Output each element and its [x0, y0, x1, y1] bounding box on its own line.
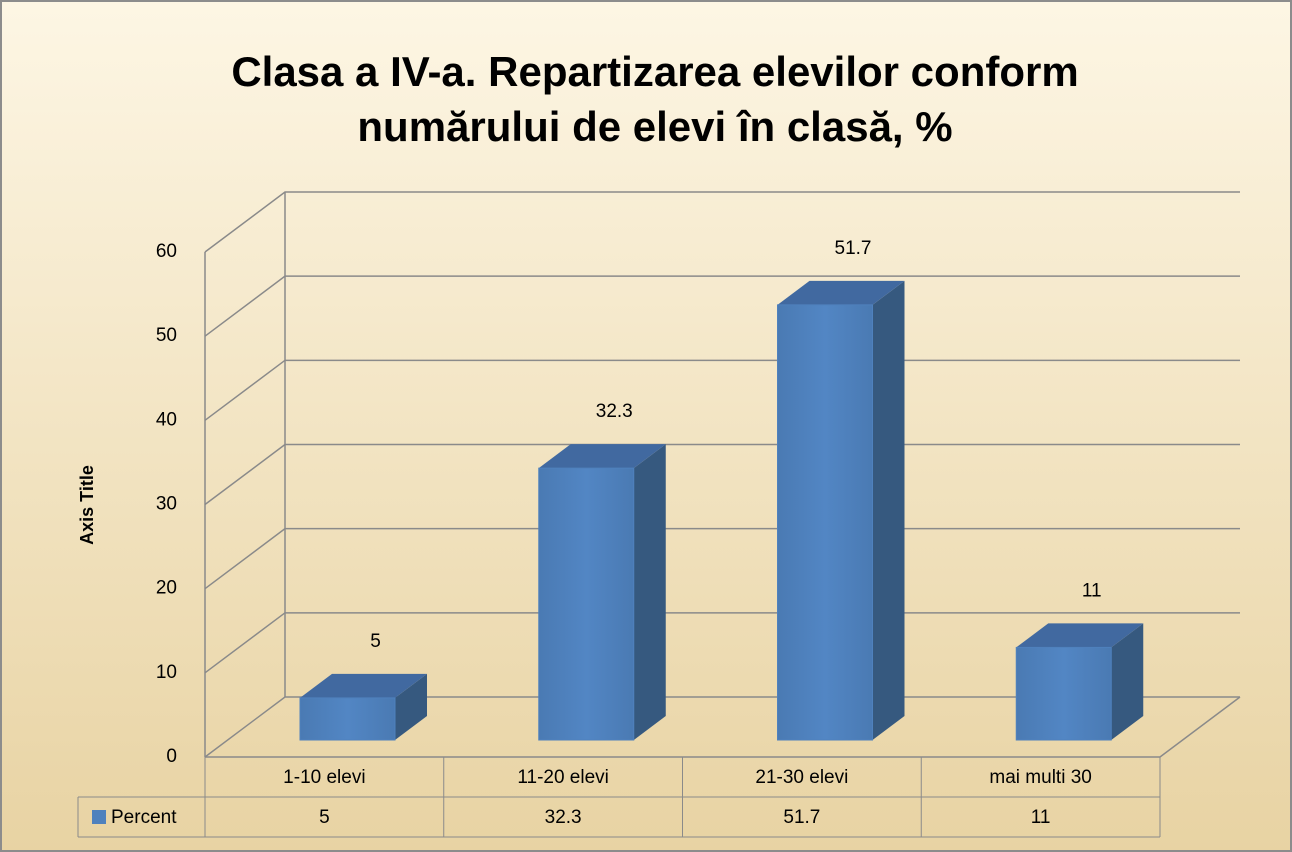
table-value: 32.3 — [545, 807, 582, 828]
table-value: 5 — [319, 807, 330, 828]
bar-top — [1016, 623, 1144, 648]
grid-line — [204, 443, 1240, 506]
y-axis-title: Axis Title — [77, 465, 97, 545]
bar-side — [633, 444, 666, 740]
data-label: 11 — [1082, 580, 1102, 601]
bar — [299, 697, 396, 741]
bar-side — [1111, 623, 1144, 740]
bar-top — [777, 280, 905, 305]
bar — [777, 304, 873, 741]
grid-line — [204, 612, 1240, 674]
grid-line — [204, 275, 1240, 337]
table-value: 51.7 — [783, 807, 820, 828]
bar-side — [395, 673, 427, 740]
bar — [538, 467, 635, 741]
legend-key — [92, 810, 106, 824]
legend-label: Percent — [111, 807, 177, 828]
bar-side — [872, 280, 905, 740]
y-tick-label: 40 — [156, 409, 177, 430]
y-tick-label: 0 — [166, 746, 177, 767]
y-tick-label: 30 — [156, 494, 177, 515]
grid-line — [204, 696, 1240, 758]
bar-top — [300, 673, 427, 698]
grid-line — [204, 527, 1240, 590]
x-tick-label: 21-30 elevi — [755, 767, 848, 788]
bar — [1015, 646, 1112, 741]
y-tick-label: 10 — [156, 662, 177, 683]
data-label: 51.7 — [835, 238, 872, 259]
x-tick-label: 11-20 elevi — [517, 767, 609, 788]
table-value: 11 — [1031, 807, 1051, 828]
grid-line — [204, 191, 1240, 253]
data-label: 5 — [370, 631, 381, 652]
chart-title: Clasa a IV-a. Repartizarea elevilor conf… — [231, 48, 1078, 95]
x-tick-label: mai multi 30 — [989, 767, 1091, 788]
y-tick-label: 50 — [156, 325, 177, 346]
chart-title: numărului de elevi în clasă, % — [357, 103, 952, 150]
data-label: 32.3 — [596, 401, 633, 422]
y-tick-label: 60 — [156, 241, 177, 262]
y-tick-label: 20 — [156, 578, 177, 599]
x-tick-label: 1-10 elevi — [283, 767, 365, 788]
bar-top — [538, 444, 666, 469]
grid-line — [204, 359, 1240, 421]
